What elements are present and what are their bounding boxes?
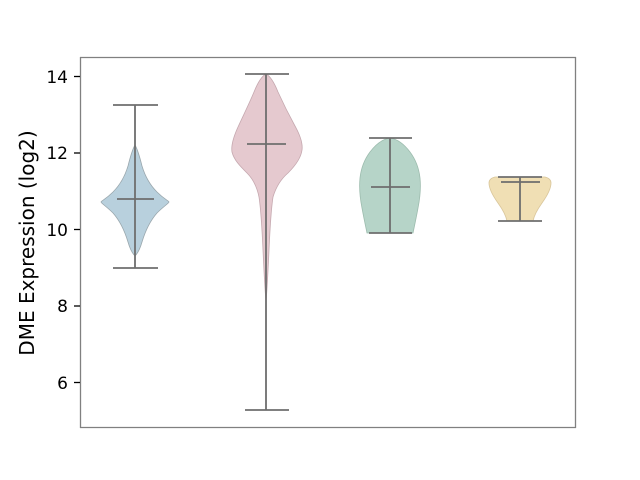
violin-group-4[interactable]: [488, 176, 552, 222]
violin-group-1[interactable]: [100, 104, 170, 269]
violin-group-3[interactable]: [359, 137, 421, 234]
violin-group-2[interactable]: [231, 73, 303, 411]
axes-spines: [79, 56, 577, 429]
y-tick-label-12: 12: [46, 144, 68, 164]
axes-background: [80, 57, 576, 428]
y-tick-label-14: 14: [46, 68, 68, 88]
y-axis-ticks: [74, 75, 80, 384]
y-axis-tick-labels: 14 12 10 8 6: [46, 68, 68, 394]
y-axis-title: DME Expression (log2): [15, 130, 39, 355]
y-tick-label-8: 8: [57, 297, 68, 317]
y-tick-label-6: 6: [57, 374, 68, 394]
y-tick-label-10: 10: [46, 221, 68, 241]
